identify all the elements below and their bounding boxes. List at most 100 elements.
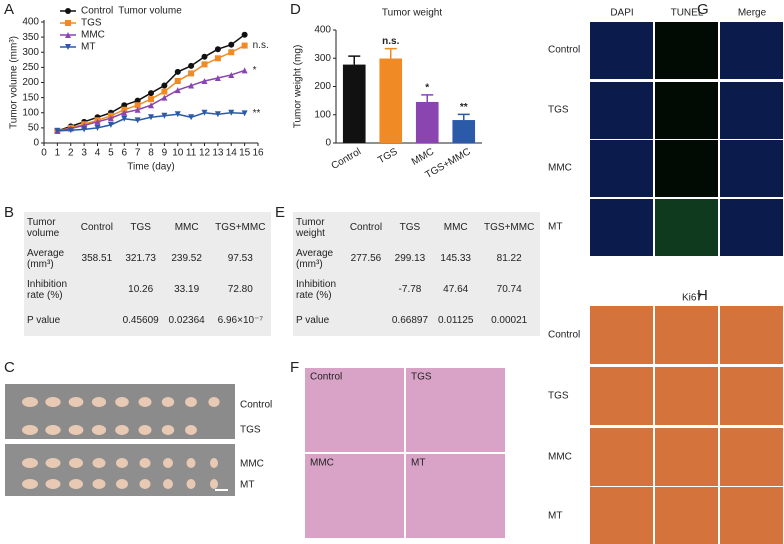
panel-letter: A — [4, 1, 14, 18]
x-tick-label: 10 — [172, 148, 184, 159]
micrograph — [406, 368, 505, 452]
data-point — [214, 74, 221, 81]
chart-title: Tumor weight — [382, 8, 442, 19]
micrograph — [655, 487, 718, 544]
tumor-photo — [163, 458, 173, 468]
tumor-photo — [115, 397, 129, 407]
tumor-photo — [69, 479, 83, 489]
table-cell: 239.52 — [171, 253, 202, 264]
table-cell: MMC — [443, 222, 468, 233]
table-row: Inhibition rate (%) 10.26 33.19 72.80 — [24, 274, 271, 305]
tumor-photo — [163, 479, 173, 489]
tumor-photo — [185, 425, 197, 435]
table-row: Average (mm³) 277.56 299.13 145.33 81.22 — [293, 243, 540, 274]
column-label: Merge — [738, 8, 767, 19]
column-label: TUNEL — [671, 8, 704, 19]
tumor-photo — [68, 397, 84, 407]
data-point — [94, 118, 101, 125]
row-label: TGS — [548, 391, 569, 402]
data-point — [201, 109, 208, 116]
tumor-photo — [186, 479, 196, 489]
row-label: MT — [240, 480, 254, 491]
row-label: TGS — [240, 425, 261, 436]
table-cell: 33.19 — [174, 284, 200, 295]
panel-letter: C — [4, 359, 15, 376]
y-tick-label: 200 — [314, 81, 331, 92]
table-cell: 0.01125 — [437, 315, 474, 326]
tumor-photo — [45, 479, 61, 489]
bar — [415, 101, 439, 143]
data-table: Tumor volume Control TGS MMC TGS+MMC Average … — [24, 212, 271, 336]
data-point — [188, 70, 195, 77]
table-cell: Tumor weight — [296, 216, 325, 239]
tumor-photo — [92, 479, 106, 489]
y-tick-label: 150 — [22, 92, 39, 103]
x-tick-label: 2 — [68, 148, 74, 159]
legend-marker — [65, 20, 71, 26]
table-cell: 81.22 — [496, 253, 522, 264]
y-tick-label: 400 — [314, 25, 331, 36]
data-point — [214, 46, 221, 53]
row-label: MT — [548, 222, 562, 233]
error-bar — [348, 55, 361, 65]
x-tick-label: 15 — [239, 148, 251, 159]
image-label: MT — [411, 458, 425, 469]
table-row: Tumor volume Control TGS MMC TGS+MMC — [24, 212, 271, 243]
data-point — [161, 82, 168, 89]
micrograph — [720, 22, 783, 79]
data-point — [107, 115, 114, 122]
y-tick-label: 400 — [22, 17, 39, 28]
row-label: MT — [548, 511, 562, 522]
error-bar — [421, 94, 434, 102]
row-label: Control — [240, 400, 272, 411]
table-cell: Tumor volume — [27, 216, 60, 239]
y-axis-label: Tumor volume (mm³) — [9, 36, 20, 129]
tumor-photo — [68, 425, 84, 435]
data-point — [228, 109, 235, 116]
micrograph — [655, 428, 718, 486]
x-tick-label: 13 — [212, 148, 224, 159]
tumor-photo — [185, 397, 197, 407]
table-cell: Average (mm³) — [296, 247, 334, 270]
image-label: Control — [310, 372, 342, 383]
table-cell: Average (mm³) — [27, 247, 65, 270]
tumor-photo — [45, 397, 61, 407]
bar — [379, 58, 403, 143]
tumor-photo — [210, 458, 218, 468]
legend-marker — [65, 8, 71, 14]
data-point — [188, 114, 195, 121]
data-point — [201, 53, 208, 60]
bar — [452, 120, 476, 143]
tumor-photo — [139, 479, 151, 489]
table-cell: 97.53 — [227, 253, 253, 264]
table-cell: 0.00021 — [491, 315, 528, 326]
table-cell: 277.56 — [350, 253, 382, 264]
tumor-photo — [138, 425, 152, 435]
table-cell: 321.73 — [125, 253, 156, 264]
x-tick-label: 5 — [108, 148, 114, 159]
y-tick-label: 0 — [325, 138, 331, 149]
data-point — [134, 117, 141, 124]
micrograph — [305, 368, 404, 452]
micrograph — [590, 306, 653, 364]
panel-letter: F — [290, 359, 299, 376]
panel-letter: D — [290, 1, 301, 18]
tumor-photo — [22, 458, 38, 468]
table-cell — [345, 305, 387, 336]
y-tick-label: 350 — [22, 32, 39, 43]
table-cell: 0.45609 — [122, 315, 159, 326]
data-point — [121, 102, 128, 109]
tumor-photo — [116, 458, 128, 468]
tumor-photo — [45, 458, 61, 468]
micrograph — [590, 140, 653, 197]
x-tick-label: 0 — [41, 148, 47, 159]
tumor-photo — [139, 458, 151, 468]
x-tick-label: 8 — [148, 148, 154, 159]
image-label: TGS — [411, 372, 432, 383]
table-cell: 145.33 — [440, 253, 471, 264]
micrograph — [590, 199, 653, 256]
data-point — [228, 49, 235, 56]
x-tick-label: MMC — [410, 146, 436, 167]
x-axis-label: Time (day) — [127, 162, 174, 173]
